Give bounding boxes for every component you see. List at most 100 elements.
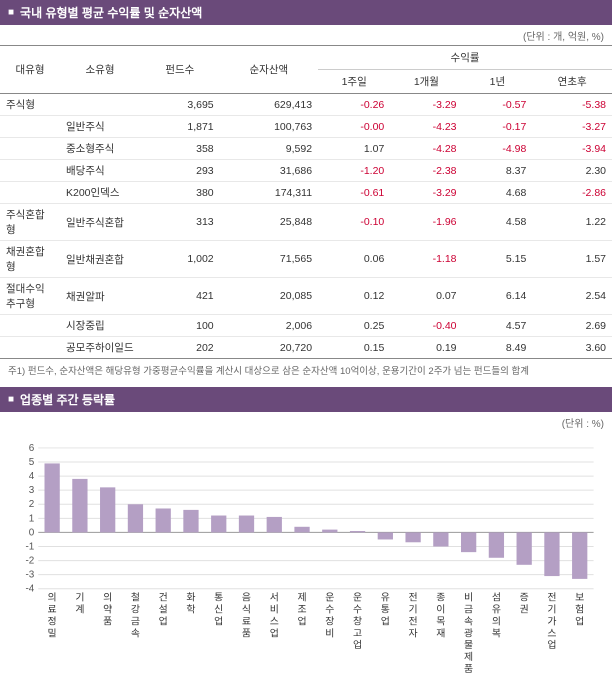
- cell: -3.29: [390, 182, 462, 204]
- bar: [211, 516, 226, 533]
- cell: 380: [140, 182, 220, 204]
- svg-text:운수창고업: 운수창고업: [353, 592, 362, 652]
- bar: [267, 517, 282, 532]
- th-r1y: 1년: [463, 70, 533, 94]
- cell: -4.23: [390, 116, 462, 138]
- cell: -0.00: [318, 116, 390, 138]
- svg-text:서비스업: 서비스업: [270, 592, 279, 640]
- cell: 20,720: [220, 337, 318, 359]
- section1-title: 국내 유형별 평균 수익률 및 순자산액: [20, 4, 202, 21]
- table-footnote: 주1) 펀드수, 순자산액은 해당유형 가중평균수익률을 계산시 대상으로 삼은…: [0, 359, 612, 387]
- bar: [544, 532, 559, 576]
- section2-header: 업종별 주간 등락률: [0, 387, 612, 412]
- svg-text:기계: 기계: [75, 592, 84, 616]
- svg-text:-4: -4: [25, 584, 34, 595]
- th-r1w: 1주일: [318, 70, 390, 94]
- cell: 174,311: [220, 182, 318, 204]
- cell: -3.27: [532, 116, 612, 138]
- cell: -2.86: [532, 182, 612, 204]
- cell: 5.15: [463, 241, 533, 278]
- svg-text:비금속광물제품: 비금속광물제품: [464, 592, 473, 675]
- cell: 8.49: [463, 337, 533, 359]
- svg-text:통신업: 통신업: [214, 592, 223, 628]
- th-type1: 대유형: [0, 46, 60, 94]
- svg-text:의약품: 의약품: [103, 592, 112, 628]
- bar: [572, 532, 587, 578]
- svg-text:2: 2: [29, 499, 35, 510]
- bar: [489, 532, 504, 557]
- bar: [239, 516, 254, 533]
- cell: 1,871: [140, 116, 220, 138]
- bar: [100, 487, 115, 532]
- section1-unit: (단위 : 개, 억원, %): [0, 25, 612, 45]
- svg-text:운수장비: 운수장비: [325, 592, 334, 640]
- bar: [350, 531, 365, 532]
- cell: [0, 182, 60, 204]
- table-row: 주식형3,695629,413-0.26-3.29-0.57-5.38: [0, 94, 612, 116]
- cell: 4.68: [463, 182, 533, 204]
- returns-table: 대유형 소유형 펀드수 순자산액 수익률 1주일 1개월 1년 연초후 주식형3…: [0, 45, 612, 359]
- svg-text:종이목재: 종이목재: [436, 592, 445, 640]
- bar: [322, 530, 337, 533]
- cell: 9,592: [220, 138, 318, 160]
- cell: [0, 138, 60, 160]
- cell: 1.22: [532, 204, 612, 241]
- svg-text:음식료품: 음식료품: [242, 592, 251, 640]
- table-row: K200인덱스380174,311-0.61-3.294.68-2.86: [0, 182, 612, 204]
- cell: [60, 94, 140, 116]
- cell: 주식혼합형: [0, 204, 60, 241]
- svg-text:철강금속: 철강금속: [131, 592, 140, 640]
- cell: 4.58: [463, 204, 533, 241]
- cell: 중소형주식: [60, 138, 140, 160]
- cell: 25,848: [220, 204, 318, 241]
- svg-text:섬유의복: 섬유의복: [492, 592, 501, 640]
- svg-text:보험업: 보험업: [575, 592, 584, 628]
- cell: 1,002: [140, 241, 220, 278]
- cell: 0.06: [318, 241, 390, 278]
- bar: [461, 532, 476, 552]
- svg-text:-3: -3: [25, 570, 34, 581]
- cell: [0, 160, 60, 182]
- section2-unit: (단위 : %): [0, 412, 612, 432]
- cell: 31,686: [220, 160, 318, 182]
- table-row: 일반주식1,871100,763-0.00-4.23-0.17-3.27: [0, 116, 612, 138]
- cell: -0.10: [318, 204, 390, 241]
- cell: 202: [140, 337, 220, 359]
- bar: [72, 479, 87, 533]
- cell: 100,763: [220, 116, 318, 138]
- bar: [378, 532, 393, 539]
- cell: -2.38: [390, 160, 462, 182]
- cell: 일반주식: [60, 116, 140, 138]
- bar: [44, 463, 59, 532]
- svg-text:0: 0: [29, 527, 35, 538]
- cell: 629,413: [220, 94, 318, 116]
- bar: [156, 508, 171, 532]
- cell: -4.98: [463, 138, 533, 160]
- cell: [0, 116, 60, 138]
- cell: 채권알파: [60, 278, 140, 315]
- cell: 배당주식: [60, 160, 140, 182]
- table-row: 중소형주식3589,5921.07-4.28-4.98-3.94: [0, 138, 612, 160]
- th-returns-group: 수익률: [318, 46, 612, 70]
- bar: [294, 527, 309, 533]
- cell: 0.15: [318, 337, 390, 359]
- cell: -3.94: [532, 138, 612, 160]
- cell: 0.25: [318, 315, 390, 337]
- cell: 20,085: [220, 278, 318, 315]
- cell: -1.96: [390, 204, 462, 241]
- svg-text:유통업: 유통업: [381, 592, 390, 628]
- table-row: 시장중립1002,0060.25-0.404.572.69: [0, 315, 612, 337]
- cell: -0.61: [318, 182, 390, 204]
- svg-text:-2: -2: [25, 556, 34, 567]
- table-row: 절대수익추구형채권알파42120,0850.120.076.142.54: [0, 278, 612, 315]
- cell: 일반주식혼합: [60, 204, 140, 241]
- cell: 100: [140, 315, 220, 337]
- svg-text:5: 5: [29, 457, 35, 468]
- bar: [405, 532, 420, 542]
- bar-chart-svg: -4-3-2-10123456의료정밀기계의약품철강금속건설업화학통신업음식료품…: [8, 440, 604, 678]
- cell: 8.37: [463, 160, 533, 182]
- svg-text:제조업: 제조업: [297, 592, 306, 628]
- cell: 1.57: [532, 241, 612, 278]
- cell: -0.17: [463, 116, 533, 138]
- cell: -1.20: [318, 160, 390, 182]
